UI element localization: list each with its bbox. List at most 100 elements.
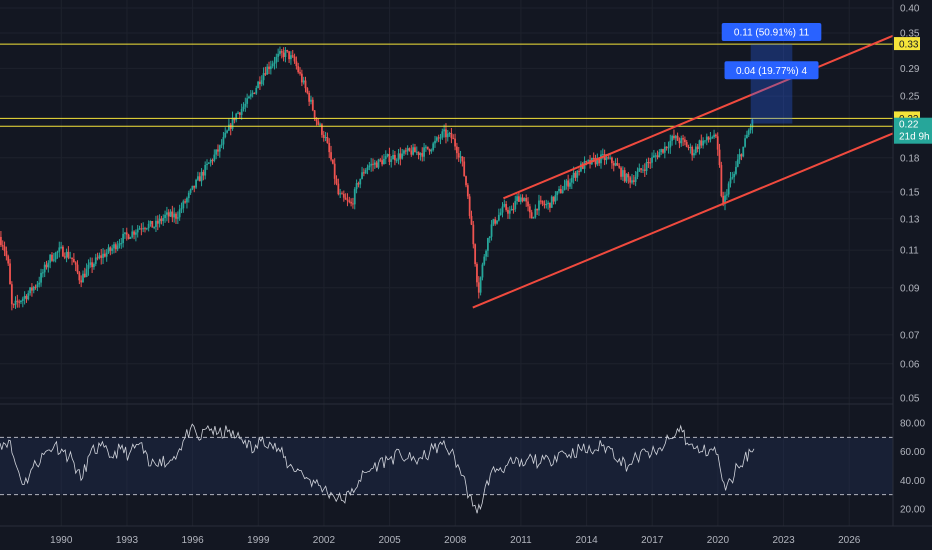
candle-body (445, 129, 447, 138)
channel-line[interactable] (503, 34, 894, 200)
candle-body (160, 218, 163, 222)
last-price-tag-text: 0.22 (899, 120, 919, 131)
candle-body (567, 180, 570, 187)
candle-body (656, 155, 659, 158)
price-axis[interactable]: 0.40 0.35 0.29 0.25 0.18 0.15 0.13 0.11 0.09 0.07… (900, 4, 920, 405)
candle-body (238, 112, 241, 115)
candle-body (461, 156, 464, 162)
candle-body (541, 200, 544, 204)
price-tick-label: 0.15 (900, 187, 920, 198)
candle-body (733, 173, 736, 178)
candle-body (204, 164, 207, 176)
candle-body (36, 284, 39, 287)
candle-body (605, 157, 608, 161)
time-tick-label: 2011 (510, 535, 532, 546)
candle-body (649, 162, 652, 164)
candle-body (319, 124, 322, 126)
candle-body (56, 251, 59, 253)
candle-body (229, 124, 232, 129)
candle-body (14, 300, 17, 305)
price-range-measure[interactable]: 0.11 (50.91%) 11 0.04 (19.77%) 4 (721, 22, 822, 124)
candle-body (492, 219, 495, 225)
candle-body (377, 159, 380, 168)
candle-body (373, 162, 376, 165)
candle-body (735, 166, 737, 174)
price-tick-label: 0.07 (900, 330, 920, 341)
main-grid (0, 0, 893, 526)
candle-body (134, 232, 137, 235)
trend-channel[interactable] (472, 34, 894, 309)
time-tick-label: 1996 (181, 535, 204, 546)
candle-body (700, 140, 703, 146)
time-tick-label: 2008 (444, 535, 467, 546)
candle-body (280, 51, 283, 53)
candle-body (62, 246, 64, 257)
candle-body (93, 263, 95, 268)
candle-body (23, 295, 26, 299)
candle-body (368, 165, 371, 168)
candle-body (611, 157, 613, 164)
candle-body (532, 217, 535, 219)
candle-body (237, 112, 239, 114)
candle-body (151, 221, 154, 228)
candle-body (353, 189, 356, 205)
candle-body (393, 154, 396, 161)
candle-body (574, 172, 577, 178)
candle-body (415, 151, 418, 153)
channel-line[interactable] (472, 132, 894, 309)
candle-body (361, 172, 363, 179)
candle-body (242, 106, 245, 109)
candle-body (326, 137, 329, 143)
candle-body (448, 132, 451, 134)
candle-body (171, 211, 174, 218)
candle-body (678, 140, 681, 144)
candle-body (687, 147, 690, 149)
candle-body (404, 150, 407, 152)
candle-body (576, 170, 579, 178)
candle-body (12, 304, 15, 306)
candle-body (41, 272, 44, 274)
candle-body (689, 146, 692, 148)
candle-body (434, 140, 436, 144)
candle-body (328, 142, 331, 153)
candle-body (337, 183, 340, 195)
candle-body (304, 80, 307, 89)
candle-body (669, 140, 672, 148)
candle-body (5, 251, 8, 257)
candle-body (518, 196, 520, 202)
candle-body (138, 228, 141, 230)
candle-body (357, 183, 360, 185)
candle-body (452, 138, 455, 140)
candle-body (142, 228, 145, 230)
candle-body (352, 203, 354, 205)
candle-body (417, 151, 420, 156)
measure-range-box[interactable] (750, 44, 793, 124)
candle-body (317, 121, 320, 125)
candle-body (693, 153, 695, 156)
candle-body (474, 244, 477, 265)
candle-body (74, 262, 77, 265)
candle-body (251, 92, 254, 95)
candle-body (257, 81, 259, 89)
candle-body (85, 269, 88, 278)
rsi-tick-label: 40.00 (900, 476, 925, 487)
candle-body (694, 146, 697, 154)
candle-body (184, 201, 187, 203)
candle-body (598, 157, 601, 164)
candle-body (29, 287, 31, 294)
horizontal-levels[interactable] (0, 43, 893, 127)
candle-body (220, 144, 223, 146)
candle-body (164, 214, 166, 219)
candle-body (503, 203, 506, 207)
candle-body (454, 138, 456, 147)
candle-body (310, 99, 312, 102)
candle-body (302, 80, 305, 83)
candle-body (631, 180, 633, 183)
candle-body (751, 119, 754, 128)
time-axis[interactable]: 1990 1993 1996 1999 2002 2005 2008 2011 2014 2017… (50, 535, 861, 546)
candle-body (468, 196, 471, 216)
rsi-axis[interactable]: 80.00 60.00 40.00 20.00 (900, 419, 925, 516)
candle-body (103, 253, 106, 257)
candle-body (645, 162, 648, 171)
